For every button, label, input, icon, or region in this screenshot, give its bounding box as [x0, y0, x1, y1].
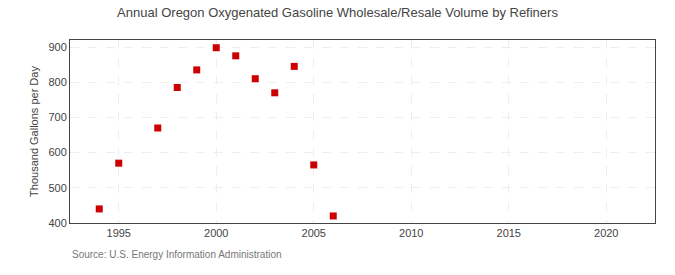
svg-text:900: 900: [48, 41, 66, 53]
svg-text:Thousand Gallons per Day: Thousand Gallons per Day: [28, 66, 40, 197]
svg-text:700: 700: [48, 111, 66, 123]
svg-text:600: 600: [48, 146, 66, 158]
svg-text:800: 800: [48, 76, 66, 88]
svg-text:Source: U.S. Energy Informatio: Source: U.S. Energy Information Administ…: [72, 249, 282, 260]
svg-text:1995: 1995: [107, 227, 131, 239]
svg-text:2015: 2015: [497, 227, 521, 239]
svg-text:2010: 2010: [399, 227, 423, 239]
svg-text:2020: 2020: [594, 227, 618, 239]
svg-text:400: 400: [48, 217, 66, 229]
svg-text:500: 500: [48, 182, 66, 194]
svg-text:Annual Oregon Oxygenated Gasol: Annual Oregon Oxygenated Gasoline Wholes…: [117, 5, 558, 20]
svg-text:2000: 2000: [204, 227, 228, 239]
svg-text:2005: 2005: [302, 227, 326, 239]
